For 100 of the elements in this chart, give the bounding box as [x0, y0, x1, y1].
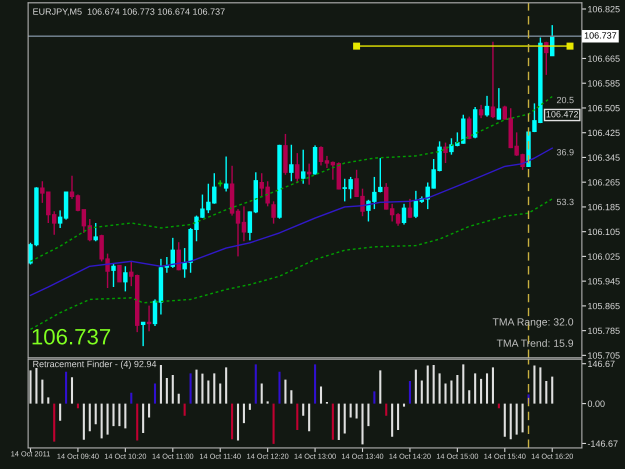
bar: [468, 390, 470, 404]
bar: [539, 367, 542, 404]
bar: [486, 373, 488, 404]
bar: [551, 376, 554, 404]
bar: [184, 404, 186, 416]
bar: [296, 404, 298, 430]
bar: [124, 404, 126, 428]
bar: [242, 404, 245, 424]
bar: [225, 367, 228, 404]
bar: [290, 390, 292, 404]
bar: [498, 404, 500, 408]
bar: [35, 368, 38, 404]
bar: [516, 404, 518, 435]
bar: [444, 383, 447, 404]
bar: [118, 404, 120, 426]
y-tick-label: 105.865: [588, 302, 620, 310]
annotation: 20.5: [556, 96, 574, 104]
bar: [350, 404, 352, 418]
bar: [284, 380, 286, 404]
bar: [47, 397, 50, 404]
bar: [510, 404, 512, 440]
bar: [402, 404, 406, 407]
y-tick-label: 106.825: [588, 6, 620, 12]
y-tick-label: 106.265: [588, 179, 620, 186]
bar: [236, 404, 240, 441]
y-tick-label: 106.665: [588, 55, 620, 62]
y-tick-label: 106.505: [588, 104, 620, 112]
bar: [545, 381, 548, 404]
bar: [219, 383, 222, 404]
bar: [231, 404, 234, 440]
bar: [160, 364, 162, 404]
bar: [450, 380, 452, 404]
y-tick-label: 105.705: [588, 352, 620, 359]
bar: [373, 391, 376, 404]
bar: [53, 404, 56, 442]
bar: [213, 373, 216, 404]
bar: [356, 404, 358, 419]
bar: [254, 364, 257, 404]
bar: [338, 404, 340, 440]
bar: [195, 370, 198, 404]
bar: [88, 404, 91, 432]
bar: [272, 404, 275, 444]
bar: [379, 370, 382, 404]
bar: [504, 404, 506, 437]
bar: [100, 404, 103, 438]
bar: [41, 380, 44, 404]
bar: [426, 366, 429, 404]
candlestick: [140, 322, 146, 347]
candlestick: [218, 180, 222, 188]
bar: [533, 366, 536, 404]
y-tick-label: 105.945: [588, 278, 620, 285]
bar: [278, 372, 281, 404]
bar: [397, 404, 400, 430]
ref-line-label: 106.737: [584, 32, 616, 39]
y-tick-label: 106.425: [588, 130, 620, 136]
bar: [462, 364, 464, 404]
bar: [314, 364, 316, 404]
bar: [154, 383, 156, 404]
bar: [332, 404, 334, 440]
bar: [207, 380, 210, 404]
bar: [248, 404, 251, 410]
bar: [166, 378, 168, 404]
y-tick-label: 106.105: [588, 228, 620, 236]
y-tick-label: 106.185: [588, 204, 620, 210]
bar: [367, 404, 370, 426]
chart-title: Retracement Finder - (4) 92.94: [33, 360, 156, 369]
bar: [308, 404, 310, 432]
bar: [70, 377, 74, 404]
annotation: TMA Trend: 15.9: [496, 339, 574, 347]
bar: [438, 373, 441, 404]
bar: [480, 378, 482, 404]
bar: [432, 364, 435, 404]
bar: [474, 373, 476, 404]
bar: [29, 370, 32, 404]
y-tick-label: 0.00: [588, 400, 605, 407]
bar: [130, 392, 132, 404]
bar: [148, 404, 150, 418]
text: EURJPY,M5 106.674 106.773 106.674 106.737: [33, 8, 225, 16]
y-tick-label: 106.025: [588, 253, 620, 260]
annotation: 53.3: [556, 198, 574, 206]
bar: [94, 404, 97, 424]
bar: [112, 404, 115, 426]
annotation: 106.472: [546, 111, 578, 118]
bar: [178, 394, 180, 404]
y-tick-label: 106.345: [588, 154, 620, 161]
bar: [65, 372, 68, 404]
bar: [420, 380, 423, 404]
bar: [76, 404, 79, 408]
bar: [190, 373, 192, 404]
y-tick-label: 106.585: [588, 80, 620, 87]
annotation: 106.737: [32, 328, 110, 345]
annotation: TMA Range: 32.0: [492, 318, 574, 328]
bar: [302, 404, 304, 416]
y-tick-label: -146.67: [588, 440, 618, 447]
bar: [492, 367, 494, 404]
bar: [136, 404, 138, 441]
bar: [385, 404, 388, 416]
annotation: 36.9: [556, 149, 574, 156]
bar: [408, 381, 411, 404]
bar: [260, 383, 263, 404]
